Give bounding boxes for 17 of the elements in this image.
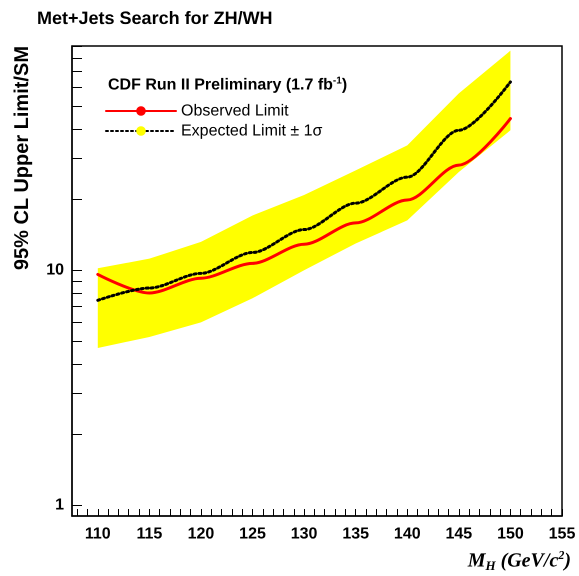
x-tick-label: 150 [497, 526, 524, 542]
line-series [96, 117, 512, 295]
y-tick-label: 10 [46, 262, 64, 279]
x-tick-label: 125 [239, 526, 266, 542]
legend-label: Expected Limit ± 1σ [181, 122, 323, 140]
legend-label: Observed Limit [181, 102, 290, 120]
y-axis-title: 95% CL Upper Limit/SM [11, 46, 33, 270]
x-tick-label: 135 [342, 526, 370, 542]
x-tick-label: 155 [548, 526, 576, 542]
x-tick-label: 120 [188, 526, 214, 542]
y-tick-label: 1 [55, 496, 64, 514]
x-tick-label: 115 [136, 526, 162, 542]
chart-title: Met+Jets Search for ZH/WH [37, 8, 273, 28]
x-tick-label: 110 [84, 526, 111, 542]
x-tick-label: 140 [394, 526, 421, 542]
x-tick-label: 130 [290, 526, 318, 542]
x-tick-label: 145 [445, 526, 472, 542]
